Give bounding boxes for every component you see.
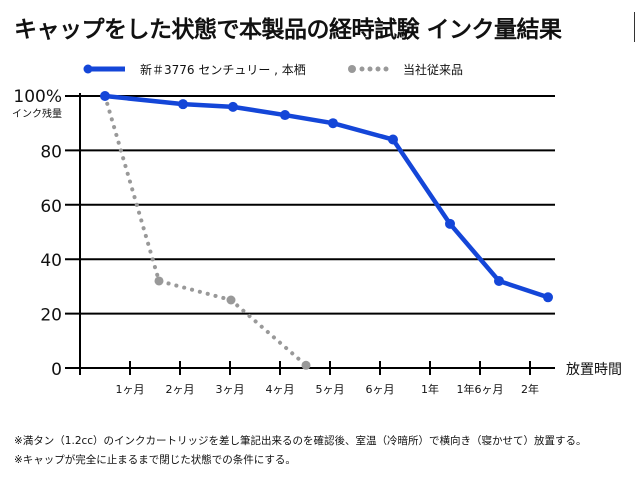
legend-dot-conventional (367, 66, 373, 72)
legend-dot-conventional (375, 66, 381, 72)
data-point-new-3776 (280, 110, 290, 121)
data-point-new-3776 (228, 101, 238, 112)
data-point-new-3776 (543, 292, 553, 303)
y-tick-label: 100% (13, 87, 62, 107)
y-axis-label: インク残量 (12, 107, 62, 120)
x-tick-label: 6ヶ月 (366, 383, 395, 396)
x-axis-label: 放置時間 (566, 362, 622, 378)
y-tick-label: 40 (40, 251, 62, 271)
x-tick-label: 1年6ヶ月 (457, 382, 504, 396)
x-tick-label: 2年 (521, 382, 539, 396)
legend-dot-conventional (359, 66, 365, 72)
x-tick-label: 5ヶ月 (316, 383, 345, 396)
x-tick-label: 2ヶ月 (166, 383, 195, 396)
x-tick-label: 4ヶ月 (266, 383, 295, 396)
data-point-new-3776 (388, 134, 398, 145)
data-point-conventional (226, 295, 236, 305)
y-tick-label: 60 (40, 197, 62, 217)
y-tick-label: 80 (40, 142, 62, 162)
x-tick-label: 1ヶ月 (116, 383, 145, 396)
data-point-new-3776 (100, 91, 110, 101)
x-tick-label: 1年 (421, 382, 439, 396)
x-tick-label: 3ヶ月 (216, 383, 245, 396)
y-tick-label: 20 (40, 306, 62, 326)
series-line-new-3776 (104, 93, 549, 300)
legend-dot-conventional (383, 66, 389, 72)
data-point-new-3776 (494, 275, 504, 286)
data-point-new-3776 (445, 218, 455, 229)
legend-label-conventional: 当社従来品 (403, 62, 463, 77)
data-point-new-3776 (328, 118, 338, 129)
legend-marker-conventional (348, 65, 356, 73)
frame-edge (634, 12, 635, 42)
footnote-1: ※満タン（1.2cc）のインクカートリッジを差し筆記出来るのを確認後、室温（冷暗… (14, 435, 587, 447)
data-point-conventional (301, 360, 311, 370)
data-point-new-3776 (178, 99, 188, 110)
footnote-2: ※キャップが完全に止まるまで閉じた状態での条件にする。 (14, 454, 296, 466)
data-point-conventional (154, 276, 164, 286)
chart-title: キャップをした状態で本製品の経時試験 インク量結果 (14, 17, 562, 43)
y-tick-label: 0 (51, 360, 62, 380)
series-line-conventional (103, 94, 308, 368)
legend-label-new-3776: 新＃3776 センチュリー , 本栖 (140, 62, 306, 77)
legend-marker-new-3776 (83, 64, 93, 74)
